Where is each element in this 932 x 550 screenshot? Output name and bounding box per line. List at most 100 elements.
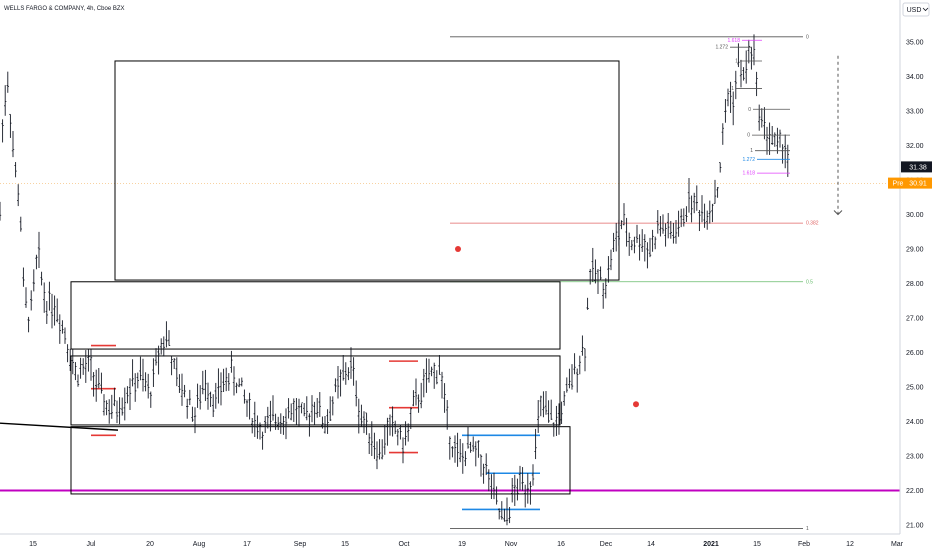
ohlc-bar	[573, 353, 576, 375]
ohlc-bar	[526, 473, 529, 504]
ohlc-bar	[82, 358, 85, 375]
ohlc-bar	[362, 411, 366, 434]
ohlc-bar	[128, 378, 132, 411]
rectangle-box[interactable]	[70, 355, 561, 426]
ohlc-bar	[193, 407, 197, 434]
ohlc-bar	[602, 282, 605, 309]
time-tick-label: 15	[29, 541, 37, 548]
rectangle-drawings[interactable]	[70, 60, 620, 495]
rectangle-box[interactable]	[70, 281, 561, 350]
ohlc-bar	[334, 378, 337, 393]
ohlc-bar	[581, 335, 584, 356]
fib-ext-label: 0	[747, 133, 750, 139]
rectangle-box[interactable]	[70, 426, 571, 495]
ohlc-bar	[583, 348, 587, 372]
ohlc-bar	[235, 382, 238, 394]
ohlc-bar	[578, 355, 581, 375]
ohlc-bar	[669, 220, 672, 239]
ohlc-bar	[256, 415, 259, 439]
ohlc-bar	[474, 441, 477, 467]
ohlc-bar	[456, 432, 459, 467]
ohlc-bar	[102, 394, 106, 416]
ohlc-bar	[154, 348, 158, 366]
currency-label[interactable]: USD	[907, 7, 922, 14]
ohlc-bar	[492, 472, 496, 500]
ohlc-bar	[446, 400, 449, 430]
ohlc-bar	[599, 266, 602, 281]
trend-line[interactable]	[0, 422, 119, 431]
price-axis[interactable]: 21.00 22.00 23.00 24.00 25.00 26.00 27.00 28.00…	[906, 40, 924, 530]
ohlc-bar	[139, 356, 142, 381]
ohlc-bar	[388, 414, 392, 436]
ohlc-bar	[43, 282, 46, 313]
ohlc-bar	[9, 113, 12, 138]
ohlc-bar	[518, 465, 522, 491]
ohlc-bar	[313, 401, 316, 425]
ohlc-bar	[703, 203, 706, 228]
price-tick-label: 33.00	[906, 109, 924, 116]
ohlc-bar	[76, 374, 80, 387]
red-dot-marker[interactable]	[633, 401, 639, 408]
arrow-head[interactable]	[833, 210, 843, 216]
ohlc-bar	[778, 129, 782, 148]
currency-box[interactable]	[902, 2, 930, 17]
ohlc-bar	[438, 355, 441, 376]
ohlc-bar	[144, 372, 147, 392]
trendline[interactable]	[0, 422, 119, 431]
ohlc-bar	[729, 81, 732, 113]
ohlc-bar	[440, 371, 444, 399]
ohlc-bar	[485, 453, 488, 476]
ohlc-bar	[84, 350, 87, 383]
ohlc-bar	[646, 242, 649, 269]
rectangle-box[interactable]	[114, 60, 620, 281]
ohlc-bar	[27, 316, 30, 333]
ohlc-bar	[734, 70, 737, 100]
ohlc-bar	[300, 402, 303, 414]
time-tick-label: 12	[846, 541, 854, 548]
level-segments[interactable]	[91, 344, 540, 511]
ohlc-bar	[719, 162, 722, 173]
ohlc-bar	[339, 369, 342, 397]
ohlc-bar	[459, 438, 462, 463]
arrow-down-icon[interactable]	[833, 55, 843, 216]
ohlc-bar	[617, 219, 620, 246]
ohlc-bar	[32, 269, 35, 292]
ohlc-bar	[547, 400, 550, 423]
ohlc-bar	[217, 368, 220, 404]
pre-market-label: Pre	[893, 181, 904, 188]
red-dot-marker[interactable]	[455, 246, 461, 252]
ohlc-bar	[162, 336, 165, 357]
fib-level-label: 0	[806, 34, 809, 40]
time-tick-label: 19	[458, 541, 466, 548]
ohlc-bar	[352, 357, 355, 386]
currency-selector[interactable]: USD	[902, 2, 930, 17]
time-tick-label: Feb	[798, 541, 810, 548]
ohlc-bar	[58, 314, 61, 344]
time-tick-label: 15	[341, 541, 349, 548]
point-markers[interactable]	[455, 246, 639, 408]
ohlc-bar	[100, 372, 103, 394]
ohlc-bar	[768, 122, 771, 155]
ohlc-bar	[378, 439, 381, 460]
ohlc-bar	[232, 366, 236, 396]
ohlc-bar	[630, 239, 633, 251]
ohlc-bar	[6, 71, 9, 93]
price-tick-label: 24.00	[906, 419, 924, 426]
ohlc-bar	[609, 249, 613, 271]
ohlc-bar	[199, 385, 202, 410]
ohlc-bar	[570, 364, 574, 390]
ohlc-bar	[451, 446, 454, 458]
ohlc-bar	[284, 408, 288, 440]
time-axis[interactable]: 15 Jul 20 Aug 17 Sep 15 Oct 19 Nov 16 Dec 14 2021 15 Fe…	[29, 541, 904, 548]
ohlc-bar	[409, 407, 412, 430]
chevron-down-icon[interactable]	[922, 7, 929, 12]
ohlc-bar	[700, 195, 704, 223]
ohlc-bar	[108, 399, 111, 424]
ohlc-bar	[620, 220, 623, 230]
price-tick-label: 25.00	[906, 385, 924, 392]
ohlc-bar	[641, 229, 644, 252]
ohlc-bar	[713, 179, 717, 204]
price-tick-label: 29.00	[906, 247, 924, 254]
